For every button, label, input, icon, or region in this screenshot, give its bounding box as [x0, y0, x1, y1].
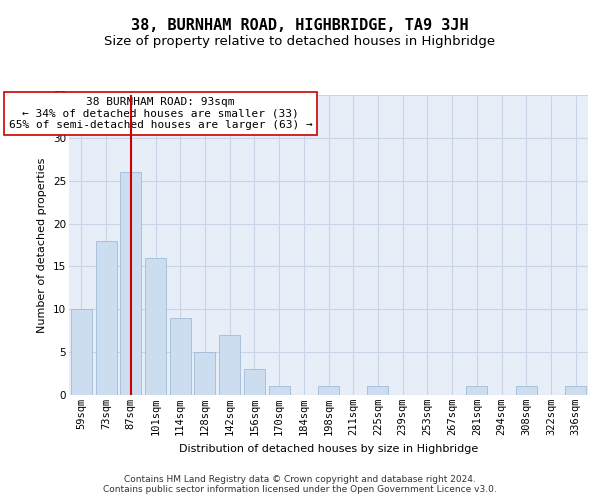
- Bar: [269, 386, 290, 395]
- Text: 38 BURNHAM ROAD: 93sqm
← 34% of detached houses are smaller (33)
65% of semi-det: 38 BURNHAM ROAD: 93sqm ← 34% of detached…: [8, 96, 313, 130]
- Bar: [565, 386, 586, 395]
- Text: Contains HM Land Registry data © Crown copyright and database right 2024.
Contai: Contains HM Land Registry data © Crown c…: [103, 474, 497, 494]
- Bar: [516, 386, 537, 395]
- Text: 38, BURNHAM ROAD, HIGHBRIDGE, TA9 3JH: 38, BURNHAM ROAD, HIGHBRIDGE, TA9 3JH: [131, 18, 469, 32]
- Bar: [194, 352, 215, 395]
- Bar: [120, 172, 141, 395]
- Bar: [318, 386, 339, 395]
- X-axis label: Distribution of detached houses by size in Highbridge: Distribution of detached houses by size …: [179, 444, 478, 454]
- Bar: [71, 310, 92, 395]
- Text: Size of property relative to detached houses in Highbridge: Size of property relative to detached ho…: [104, 35, 496, 48]
- Bar: [367, 386, 388, 395]
- Bar: [170, 318, 191, 395]
- Bar: [466, 386, 487, 395]
- Bar: [95, 240, 116, 395]
- Y-axis label: Number of detached properties: Number of detached properties: [37, 158, 47, 332]
- Bar: [145, 258, 166, 395]
- Bar: [219, 335, 240, 395]
- Bar: [244, 370, 265, 395]
